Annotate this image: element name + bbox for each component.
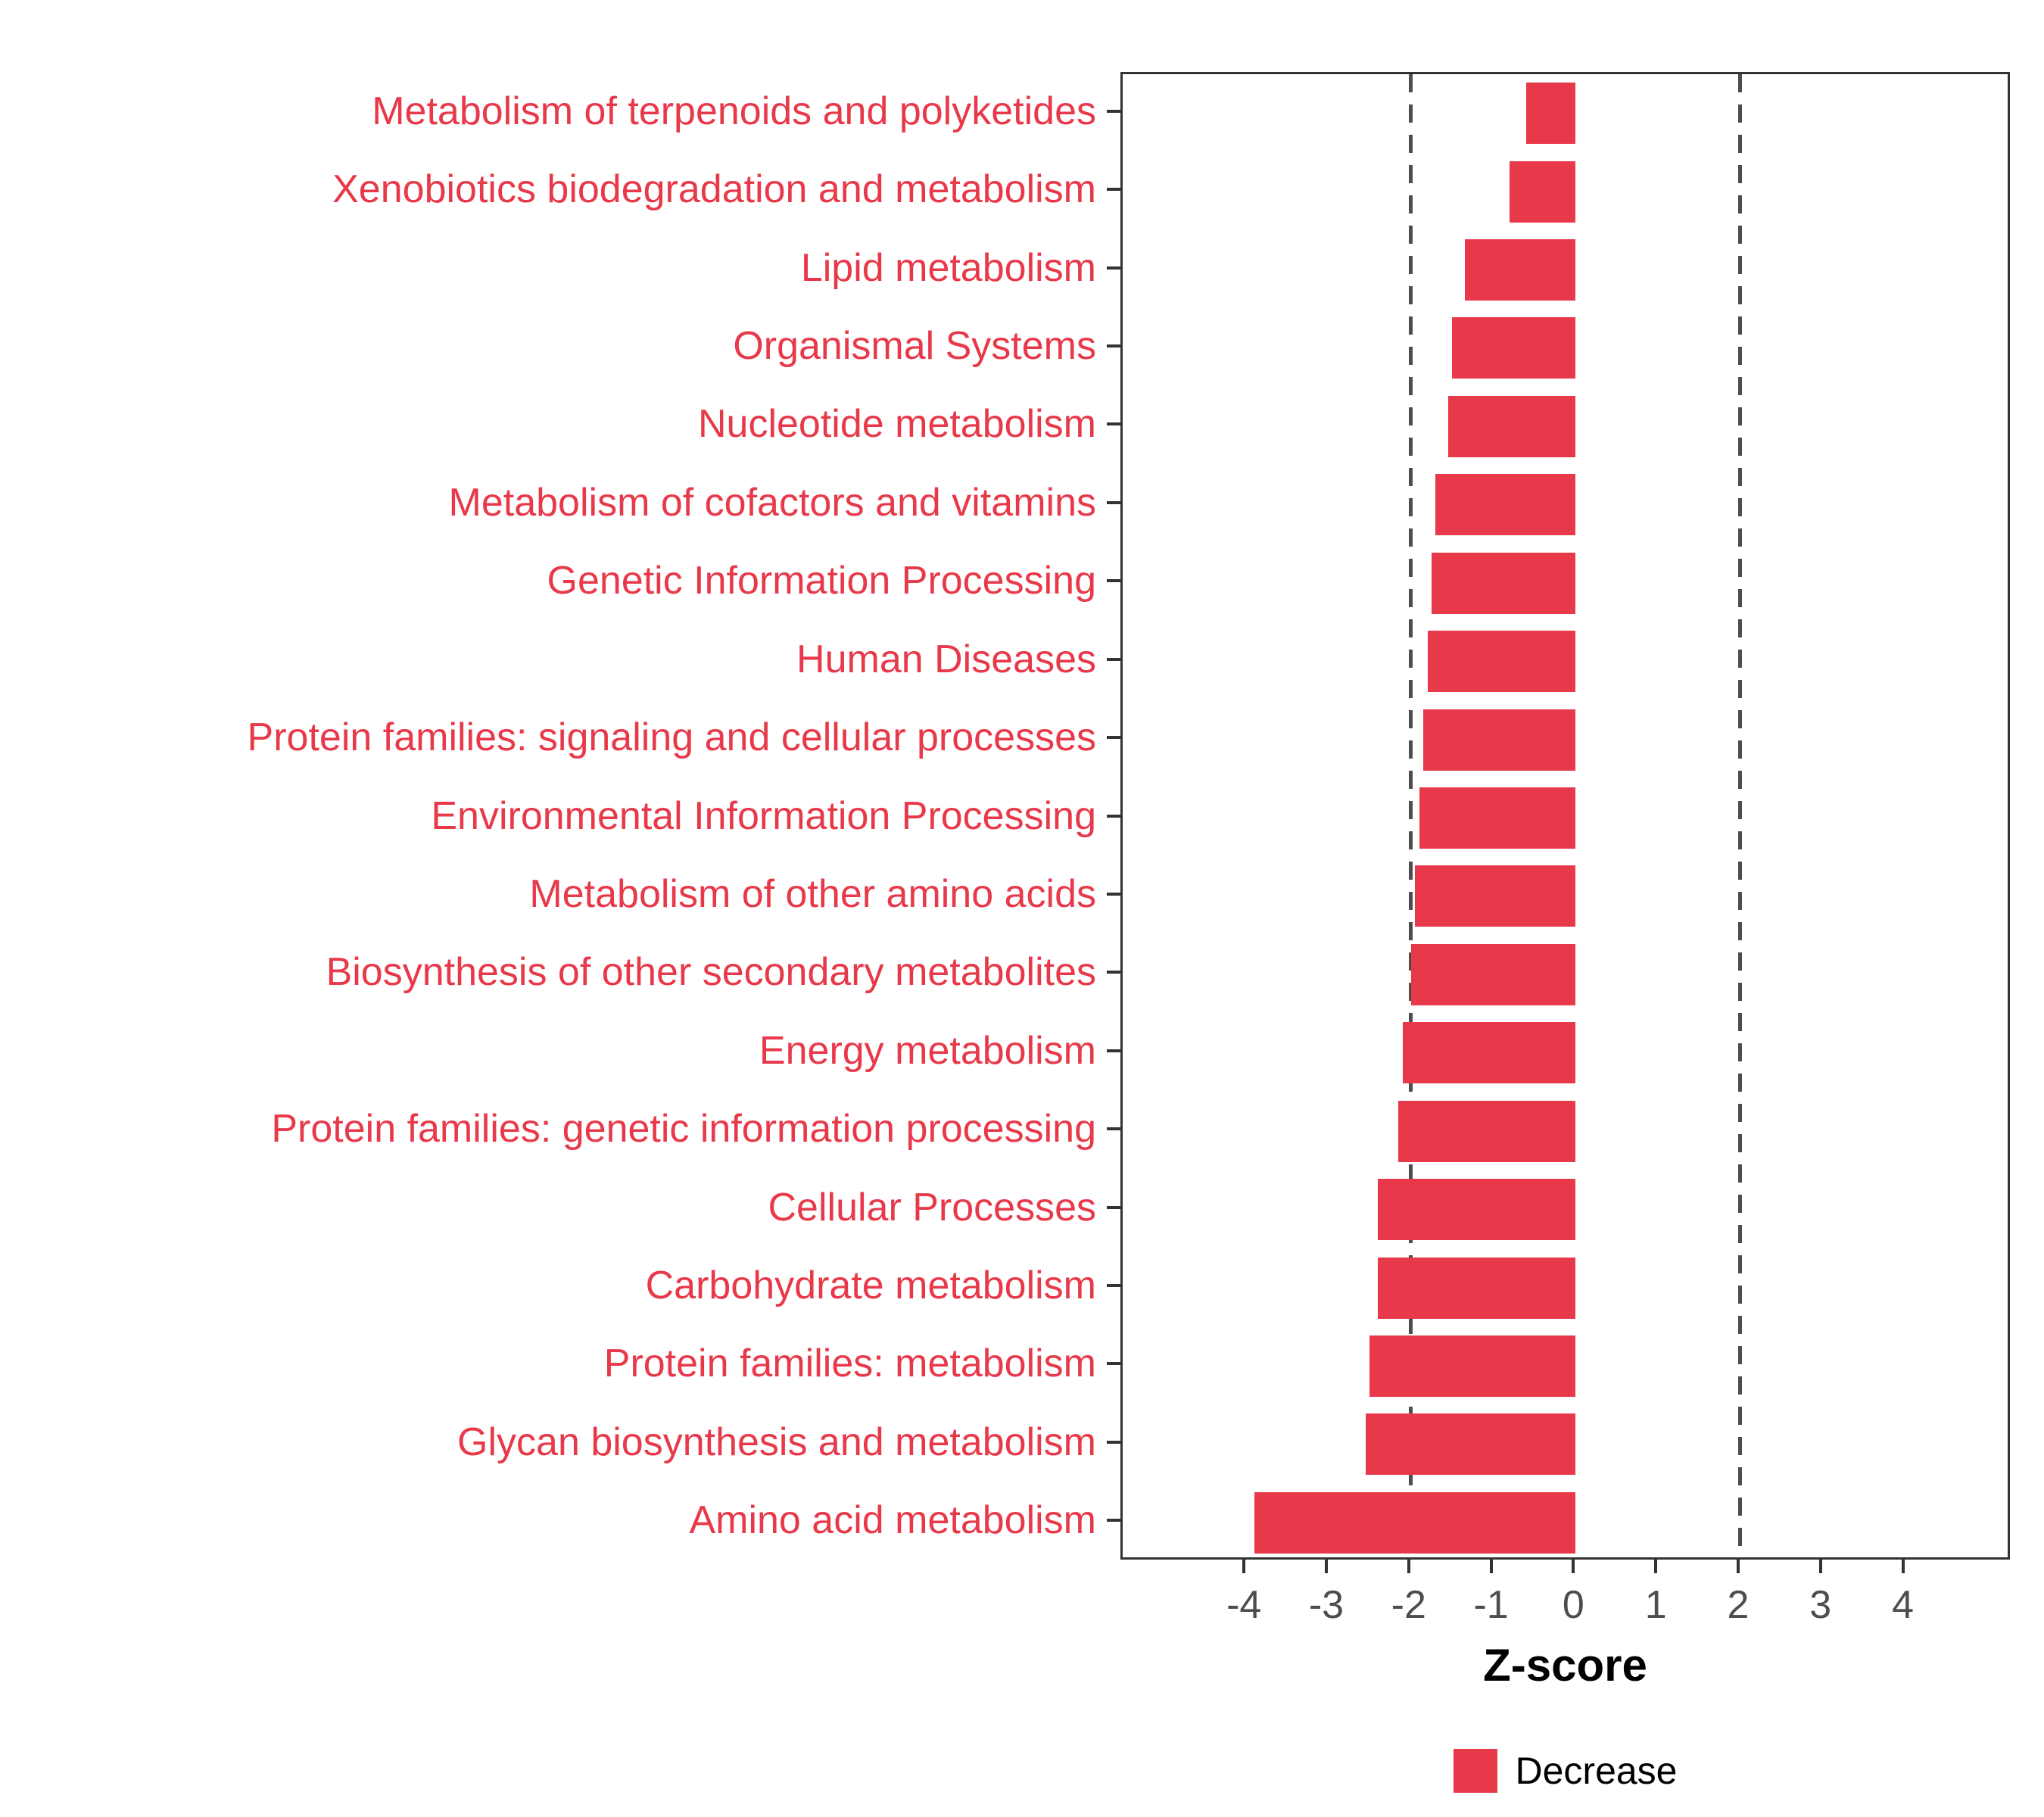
- y-axis-label: Protein families: genetic information pr…: [271, 1107, 1096, 1152]
- plot-panel: [1120, 72, 2010, 1560]
- bar: [1423, 709, 1576, 771]
- y-axis-label: Glycan biosynthesis and metabolism: [457, 1420, 1096, 1464]
- bar: [1510, 161, 1576, 223]
- bar: [1410, 944, 1576, 1005]
- y-axis-label: Genetic Information Processing: [547, 559, 1096, 603]
- y-tick-mark: [1107, 188, 1120, 191]
- y-axis-label: Human Diseases: [796, 637, 1096, 681]
- y-tick-mark: [1107, 815, 1120, 818]
- x-axis-title: Z-score: [1483, 1640, 1647, 1691]
- y-tick-mark: [1107, 658, 1120, 661]
- x-tick-mark: [1242, 1560, 1246, 1573]
- bar: [1254, 1492, 1576, 1554]
- bar: [1378, 1179, 1576, 1240]
- y-axis-label: Carbohydrate metabolism: [645, 1264, 1096, 1308]
- y-axis-label: Protein families: metabolism: [603, 1342, 1096, 1386]
- y-tick-mark: [1107, 579, 1120, 582]
- x-tick-label: 2: [1727, 1583, 1750, 1627]
- bar: [1427, 631, 1576, 692]
- y-tick-mark: [1107, 1127, 1120, 1130]
- y-axis-label: Cellular Processes: [768, 1185, 1097, 1230]
- bar: [1415, 865, 1576, 927]
- y-axis-label: Metabolism of terpenoids and polyketides: [372, 89, 1096, 133]
- bar: [1452, 317, 1576, 379]
- y-axis-label: Metabolism of cofactors and vitamins: [448, 480, 1096, 525]
- x-tick-label: 1: [1644, 1583, 1667, 1627]
- x-tick-mark: [1324, 1560, 1328, 1573]
- bar: [1398, 1101, 1576, 1162]
- bar: [1365, 1413, 1576, 1475]
- x-tick-mark: [1736, 1560, 1740, 1573]
- y-tick-mark: [1107, 1519, 1120, 1522]
- y-axis-label: Energy metabolism: [759, 1028, 1096, 1073]
- y-axis-label: Lipid metabolism: [800, 245, 1096, 290]
- bar: [1419, 787, 1576, 849]
- x-tick-label: -4: [1226, 1583, 1262, 1627]
- x-tick-label: -3: [1308, 1583, 1344, 1627]
- bar: [1431, 553, 1576, 614]
- y-axis-labels: Metabolism of terpenoids and polyketides…: [0, 72, 1096, 1560]
- x-tick-mark: [1818, 1560, 1822, 1573]
- x-tick-label: -1: [1473, 1583, 1509, 1627]
- legend-swatch-decrease: [1453, 1749, 1497, 1793]
- bar: [1447, 396, 1576, 457]
- x-tick-mark: [1572, 1560, 1575, 1573]
- bar: [1378, 1258, 1576, 1319]
- y-axis-label: Protein families: signaling and cellular…: [247, 715, 1096, 760]
- y-tick-mark: [1107, 971, 1120, 974]
- bar: [1369, 1335, 1576, 1397]
- y-tick-mark: [1107, 1049, 1120, 1052]
- bar: [1402, 1022, 1576, 1083]
- y-axis-label: Nucleotide metabolism: [697, 402, 1096, 447]
- x-tick-label: -2: [1391, 1583, 1426, 1627]
- y-tick-mark: [1107, 344, 1120, 348]
- y-tick-mark: [1107, 1206, 1120, 1209]
- y-axis-label: Amino acid metabolism: [689, 1498, 1096, 1543]
- y-tick-mark: [1107, 501, 1120, 504]
- x-tick-mark: [1901, 1560, 1905, 1573]
- y-axis-label: Environmental Information Processing: [431, 793, 1096, 838]
- x-tick-label: 0: [1562, 1583, 1584, 1627]
- bar: [1526, 83, 1576, 144]
- y-tick-mark: [1107, 266, 1120, 270]
- y-tick-mark: [1107, 1284, 1120, 1287]
- y-tick-mark: [1107, 422, 1120, 425]
- y-tick-mark: [1107, 736, 1120, 739]
- y-tick-mark: [1107, 110, 1120, 113]
- x-tick-label: 3: [1809, 1583, 1832, 1627]
- y-axis-label: Metabolism of other amino acids: [529, 871, 1096, 916]
- legend: Decrease: [1120, 1749, 2010, 1793]
- reference-line: [1738, 74, 1743, 1557]
- x-tick-mark: [1489, 1560, 1493, 1573]
- y-axis-label: Biosynthesis of other secondary metaboli…: [326, 950, 1096, 995]
- x-tick-mark: [1654, 1560, 1658, 1573]
- reference-line: [1409, 74, 1413, 1557]
- bar: [1464, 239, 1576, 301]
- y-axis-label: Xenobiotics biodegradation and metabolis…: [332, 167, 1096, 212]
- x-tick-mark: [1407, 1560, 1410, 1573]
- y-tick-mark: [1107, 1441, 1120, 1444]
- legend-label-decrease: Decrease: [1515, 1750, 1678, 1792]
- bar: [1435, 474, 1576, 535]
- x-tick-label: 4: [1892, 1583, 1915, 1627]
- y-tick-mark: [1107, 1362, 1120, 1365]
- y-axis-label: Organismal Systems: [733, 323, 1096, 368]
- y-tick-mark: [1107, 893, 1120, 896]
